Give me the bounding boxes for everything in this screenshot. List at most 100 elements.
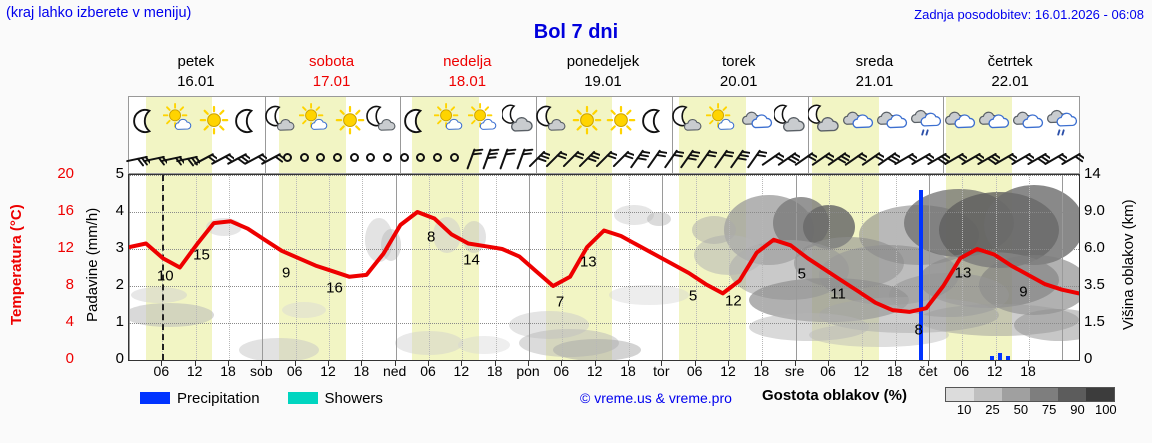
vertical-gridline: [829, 175, 830, 360]
location-menu-note: (kraj lahko izberete v meniju): [6, 5, 192, 21]
cloud-density-step-label: 25: [985, 402, 1000, 417]
temperature-tick: 4: [65, 313, 74, 330]
temperature-value-label: 16: [326, 279, 343, 297]
day-separator: [807, 144, 809, 173]
temperature-value-label: 8: [427, 228, 436, 246]
x-tick-mark: [294, 361, 296, 366]
showers-swatch: [287, 392, 318, 404]
vertical-gridline: [762, 175, 764, 360]
precipitation-tick: 1: [115, 313, 124, 330]
x-tick-mark: [994, 361, 996, 366]
x-tick-mark: [794, 361, 796, 366]
precipitation-bar: [1005, 356, 1010, 360]
cloudy-rain-icon: [1045, 101, 1079, 141]
x-tick-mark: [394, 361, 396, 366]
horizontal-gridline: [129, 212, 1079, 214]
day-header-ponedeljek: ponedeljek 19.01: [535, 52, 671, 96]
wind-calm-marker: [299, 153, 309, 162]
wind-barb: [508, 146, 534, 172]
day-separator: [671, 144, 673, 173]
x-axis-label: tor: [653, 363, 670, 379]
x-tick-mark: [261, 361, 263, 366]
wind-barb: [708, 146, 735, 172]
vertical-gridline: [362, 175, 364, 360]
day-date: 19.01: [584, 73, 622, 90]
moon-clear-icon: [129, 101, 163, 141]
x-tick-mark: [894, 361, 896, 366]
x-axis-label: 18: [220, 363, 236, 379]
x-tick-mark: [661, 361, 663, 366]
wind-calm-marker: [449, 153, 459, 162]
showers-legend-label: Showers: [324, 389, 383, 407]
temperature-ticks: 0 4 8 12 16 20: [34, 165, 74, 367]
x-axis-label: 12: [986, 363, 1003, 379]
moon-cloudy-icon: [806, 101, 842, 141]
wind-barb: [691, 146, 719, 172]
vertical-gridline: [262, 175, 264, 360]
cloud-density-step: [1002, 388, 1030, 401]
sun-partly-cloudy-icon: [705, 101, 740, 141]
cloud-density-step-label: 10: [956, 402, 972, 417]
temperature-tick: 0: [65, 350, 74, 367]
x-tick-mark: [628, 361, 629, 366]
precipitation-swatch: [140, 392, 170, 404]
wind-barb: [608, 146, 636, 172]
legend-item-precipitation: Precipitation: [140, 390, 260, 407]
daylight-band: [279, 175, 346, 360]
vertical-gridline: [795, 175, 797, 360]
temperature-value-label: 5: [688, 287, 698, 305]
day-header-sobota: sobota 17.01: [264, 52, 400, 96]
temperature-tick: 12: [57, 239, 74, 256]
cloud-density-legend-title: Gostota oblakov (%): [762, 387, 908, 404]
precipitation-tick: 3: [115, 239, 124, 256]
cloudy-rain-icon: [909, 101, 943, 141]
daylight-band: [545, 144, 613, 173]
x-axis-label: 12: [453, 363, 470, 379]
moon-partly-cloudy-icon: [366, 101, 400, 141]
sun-partly-cloudy-icon: [434, 101, 468, 141]
temperature-curve: [129, 210, 1079, 314]
vertical-gridline: [862, 175, 864, 360]
day-date: 22.01: [991, 73, 1029, 90]
day-name: nedelja: [443, 53, 492, 70]
x-tick-mark: [594, 361, 596, 366]
wind-barb: [674, 146, 702, 172]
day-date: 20.01: [719, 73, 758, 90]
credit-link[interactable]: © vreme.us & vreme.pro: [580, 390, 732, 406]
meteogram-chart: 10 15 9 16 8 14 7 13 5 12 5 11 8 13 9: [128, 174, 1080, 361]
wind-barb: [491, 146, 517, 172]
day-date: 18.01: [448, 73, 487, 90]
precipitation-ticks: 0 1 2 3 4 5: [100, 165, 124, 367]
wind-barb: [258, 146, 287, 172]
x-tick-mark: [461, 361, 463, 366]
cloudy-icon: [841, 101, 875, 141]
day-separator: [264, 97, 266, 144]
vertical-gridline: [895, 175, 897, 360]
day-header-torek: torek 20.01: [671, 52, 807, 96]
x-tick-mark: [961, 361, 963, 366]
wind-barb: [724, 146, 752, 172]
day-header-sreda: sreda 21.01: [807, 52, 943, 96]
cloudy-icon: [943, 101, 977, 141]
cloud-density-ramp: [945, 387, 1115, 402]
vertical-gridline: [562, 175, 564, 360]
day-date: 21.01: [855, 73, 894, 90]
vertical-gridline: [729, 175, 730, 360]
wind-barb: [624, 146, 652, 172]
precipitation-legend-label: Precipitation: [177, 389, 260, 407]
wind-barb: [1058, 146, 1087, 172]
horizontal-gridline: [129, 323, 1079, 325]
cloud-height-tick: 6.0: [1084, 239, 1105, 256]
horizontal-gridline: [129, 249, 1079, 251]
x-axis-label: 06: [686, 363, 703, 379]
day-separator: [807, 97, 809, 144]
day-header-četrtek: četrtek 22.01: [942, 52, 1078, 96]
current-time-line: [162, 175, 165, 360]
sun-partly-cloudy-icon: [162, 101, 197, 141]
day-separator: [264, 144, 266, 173]
temperature-tick: 16: [57, 202, 74, 219]
vertical-gridline: [695, 175, 697, 360]
x-axis-time-labels: 06 12 18 sob 06 12 18 ned 06 12 18 pon 06 12 18 tor 06 12…: [128, 361, 1080, 383]
sun-partly-cloudy-icon: [468, 101, 502, 141]
vertical-gridline: [929, 175, 930, 360]
